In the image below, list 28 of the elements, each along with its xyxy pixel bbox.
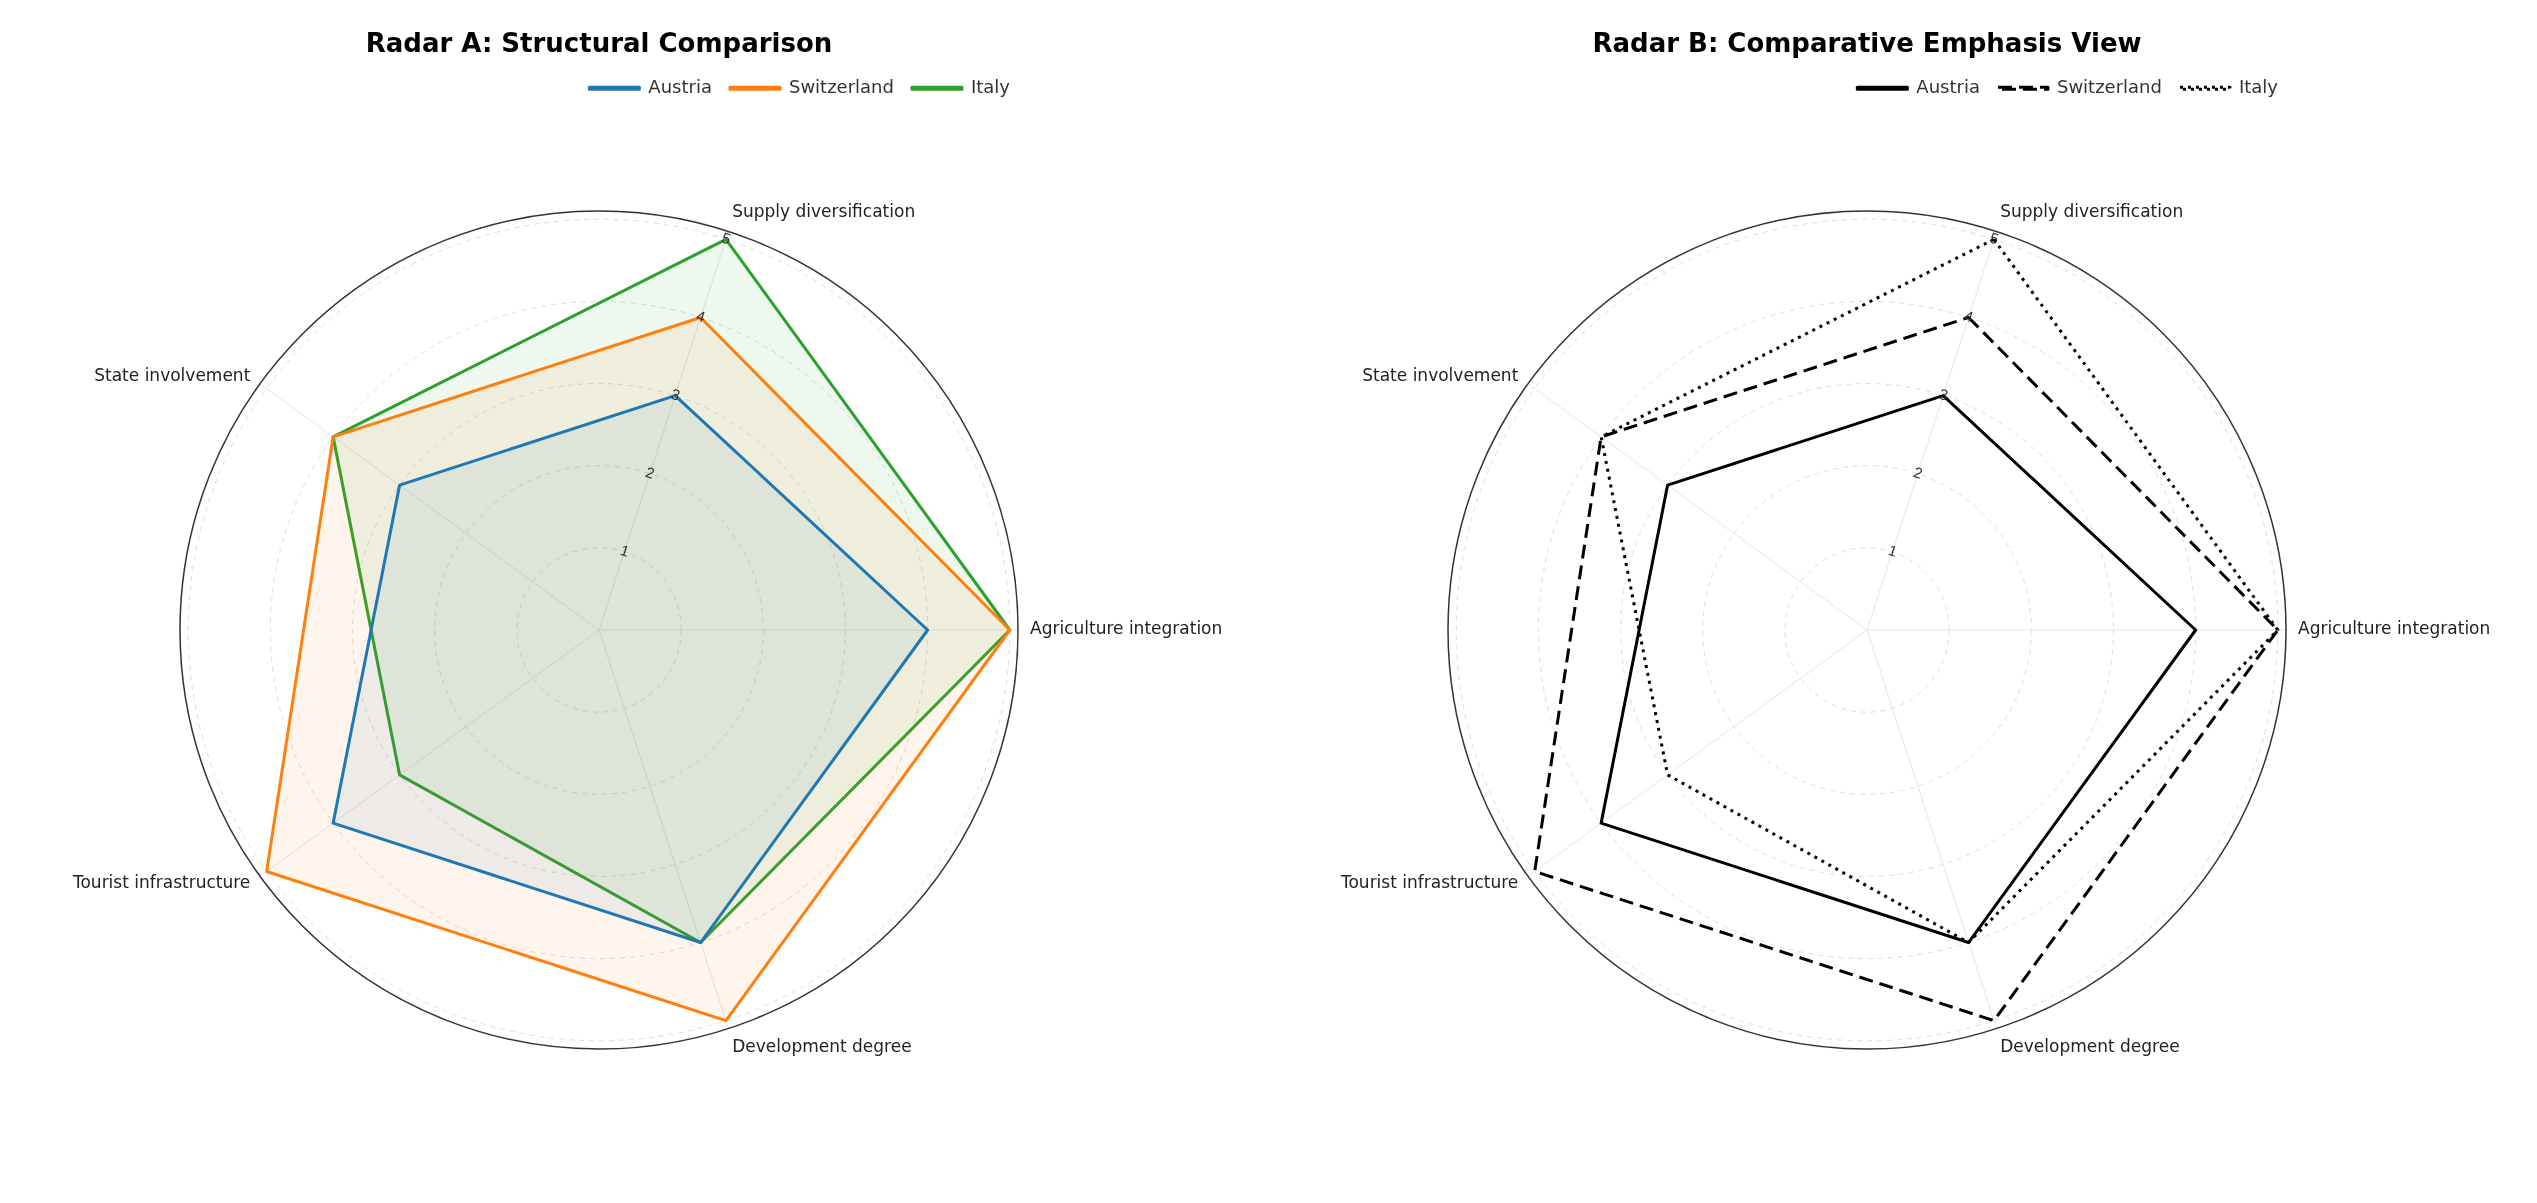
y-tick-label: 1 (618, 541, 632, 560)
y-tick-label: 4 (1962, 306, 1976, 326)
spoke-label: Supply diversification (732, 200, 916, 221)
y-tick-label: 2 (1911, 463, 1925, 482)
spoke-label: State involvement (1362, 365, 1519, 386)
spoke-label: Tourist infrastructure (71, 871, 251, 892)
legend-label: Italy (2238, 75, 2279, 97)
y-tick-label: 1 (1886, 541, 1900, 560)
y-tick-label: 3 (1936, 384, 1951, 404)
y-tick-label: 5 (719, 228, 733, 248)
spoke-label: State involvement (94, 365, 251, 386)
y-tick-label: 3 (668, 384, 683, 404)
legend-label: Austria (1916, 75, 1980, 97)
spoke-label: Development degree (732, 1036, 912, 1057)
y-tick-label: 2 (643, 463, 657, 482)
spoke-label: Agriculture integration (2298, 618, 2491, 639)
legend-label: Italy (970, 75, 1011, 97)
chart-title: Radar A: Structural Comparison (365, 28, 833, 59)
spoke-label: Tourist infrastructure (1339, 871, 1519, 892)
legend-label: Switzerland (2056, 75, 2162, 97)
y-tick-label: 5 (1987, 228, 2001, 248)
chart-title: Radar B: Comparative Emphasis View (1592, 28, 2142, 59)
spoke-label: Agriculture integration (1030, 618, 1223, 639)
y-tick-label: 4 (694, 306, 708, 326)
spoke-label: Development degree (2000, 1036, 2180, 1057)
legend-label: Switzerland (788, 75, 894, 97)
spoke-label: Supply diversification (2000, 200, 2184, 221)
legend-label: Austria (648, 75, 712, 97)
